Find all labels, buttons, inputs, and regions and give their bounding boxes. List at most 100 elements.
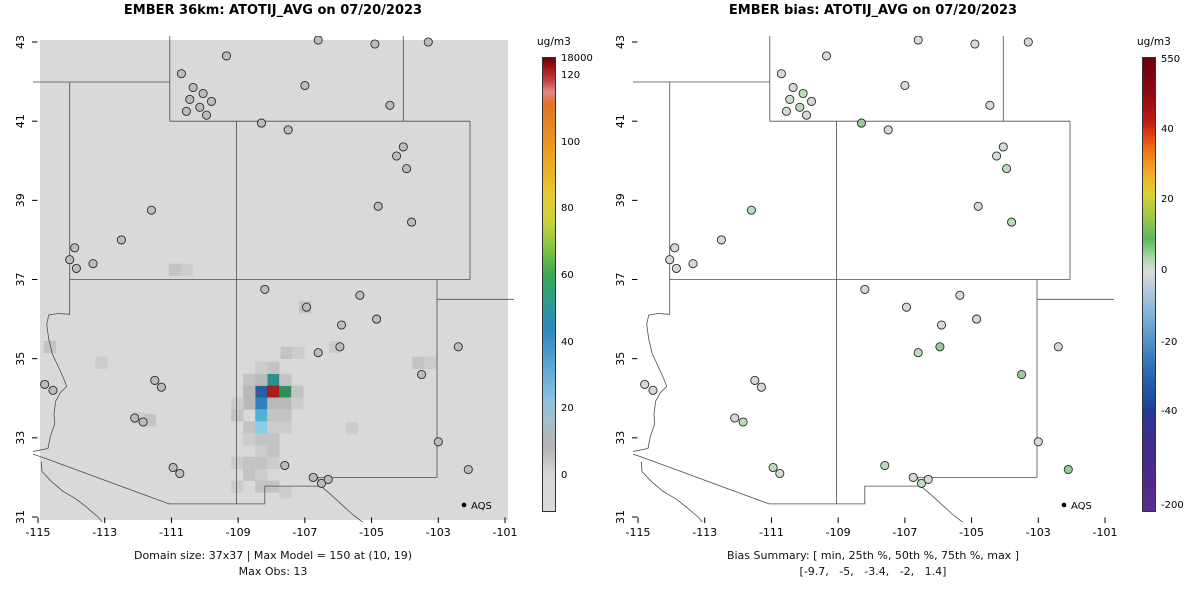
aqs-station-marker — [785, 94, 795, 104]
aqs-station-marker — [48, 385, 58, 395]
grid-cell — [267, 361, 280, 374]
aqs-station-marker — [1002, 164, 1012, 174]
aqs-station-marker — [423, 37, 433, 47]
aqs-station-marker — [402, 164, 412, 174]
aqs-station-marker — [913, 36, 923, 45]
aqs-station-marker — [821, 51, 832, 61]
aqs-station-marker — [316, 478, 327, 488]
border-ca-mexico — [33, 448, 49, 452]
x-tick-label: -103 — [1026, 526, 1051, 539]
aqs-station-marker — [453, 342, 463, 352]
bias-title: EMBER bias: ATOTIJ_AVG on 07/20/2023 — [728, 3, 1018, 18]
border-sonora-coast — [640, 461, 703, 522]
map-layer — [633, 36, 1114, 522]
aqs-station-marker — [336, 320, 347, 330]
aqs-station-marker — [1063, 464, 1073, 475]
bias-colorbar-unit: ug/m3 — [1137, 36, 1171, 48]
colorbar-tick-label: 60 — [561, 269, 574, 281]
aqs-station-marker — [671, 263, 681, 273]
aqs-station-marker — [788, 82, 798, 93]
colorbar-tick-label: 120 — [561, 69, 581, 81]
colorbar-tick-label: 40 — [1161, 124, 1174, 136]
model-colorbar-ticks: 18000 120 100 80 60 40 20 0 — [561, 53, 599, 512]
aqs-station-marker — [146, 205, 156, 215]
aqs-station-marker — [260, 284, 270, 294]
x-tick-label: -107 — [292, 526, 317, 539]
y-tick-label: 33 — [14, 431, 27, 445]
aqs-station-marker — [688, 259, 698, 269]
grid-cell — [291, 385, 304, 398]
aqs-station-marker — [775, 468, 785, 479]
y-tick-label: 39 — [614, 193, 627, 207]
aqs-station-marker — [856, 118, 867, 128]
grid-cell — [255, 445, 268, 458]
x-tick-label: -115 — [26, 526, 51, 539]
model-caption-domain: Domain size: 37x37 | Max Model = 150 at … — [133, 549, 412, 562]
model-title: EMBER 36km: ATOTIJ_AVG on 07/20/2023 — [123, 3, 423, 18]
aqs-station-marker — [198, 88, 208, 99]
aqs-station-marker — [65, 255, 75, 265]
y-tick-label: 37 — [14, 273, 27, 287]
y-tick-label: 35 — [14, 352, 27, 366]
aqs-station-marker — [201, 110, 212, 120]
aqs-station-marker — [300, 80, 310, 91]
aqs-station-marker — [746, 205, 756, 215]
border-colorado-river — [46, 313, 70, 449]
panel-model: EMBER 36km: ATOTIJ_AVG on 07/20/2023 -11… — [14, 3, 599, 578]
grid-cell — [267, 456, 280, 469]
aqs-station-marker — [768, 462, 778, 473]
aqs-station-marker — [900, 80, 910, 91]
aqs-station-marker — [1023, 37, 1033, 47]
colorbar-tick-label: 550 — [1161, 54, 1181, 66]
grid-cell — [255, 480, 268, 493]
aqs-station-marker — [323, 474, 333, 484]
y-tick-label: 31 — [614, 510, 627, 524]
aqs-station-marker — [985, 100, 995, 110]
grid-cell — [231, 456, 244, 469]
grid-cell — [267, 421, 280, 434]
aqs-station-marker — [188, 82, 198, 93]
aqs-station-marker — [923, 474, 933, 484]
aqs-station-marker — [883, 125, 893, 135]
x-tick-label: -101 — [1093, 526, 1118, 539]
colorbar-tick-label: -20 — [1161, 336, 1178, 348]
grid-cell — [43, 340, 56, 354]
aqs-station-marker — [801, 110, 812, 120]
aqs-station-marker — [1033, 437, 1043, 447]
grid-cell — [279, 385, 292, 398]
x-tick-label: -103 — [426, 526, 451, 539]
colorbar-tick-label: 0 — [561, 470, 568, 482]
grid-cell — [231, 480, 244, 493]
aqs-station-marker — [313, 36, 323, 45]
border-az-mexico — [33, 453, 170, 505]
aqs-station-marker — [998, 142, 1008, 152]
bias-colorbar — [1142, 57, 1156, 512]
border-nm-mexico — [169, 485, 321, 505]
colorbar-tick-label: -200 — [1161, 499, 1184, 511]
bias-colorbar-ticks: 550 40 20 0 -20 -40 -200 — [1161, 54, 1199, 512]
bias-map: -115 -113 -111 -109 -107 -105 -103 -101 31 33 35 37… — [614, 35, 1118, 539]
aqs-station-marker — [936, 320, 947, 330]
aqs-station-marker — [116, 235, 126, 245]
aqs-stations — [640, 36, 1073, 488]
model-colorbar — [542, 57, 556, 512]
aqs-station-marker — [185, 94, 195, 104]
x-tick-label: -101 — [493, 526, 518, 539]
y-tick-label: 37 — [614, 273, 627, 287]
grid-cell — [423, 356, 437, 369]
y-tick-label: 35 — [614, 352, 627, 366]
grid-cell — [243, 456, 256, 469]
border-colorado-river — [646, 313, 670, 449]
aqs-station-marker — [738, 417, 748, 427]
aqs-station-marker — [256, 118, 267, 128]
colorbar-tick-label: 20 — [561, 403, 574, 415]
x-tick-label: -111 — [159, 526, 184, 539]
aqs-station-marker — [970, 39, 980, 49]
grid-cell — [255, 361, 268, 374]
aqs-station-marker — [176, 69, 186, 79]
aqs-station-marker — [138, 417, 148, 427]
aqs-station-marker — [313, 348, 323, 358]
aqs-station-marker — [670, 243, 680, 253]
aqs-station-marker — [880, 460, 890, 471]
grid-cell — [279, 486, 292, 499]
